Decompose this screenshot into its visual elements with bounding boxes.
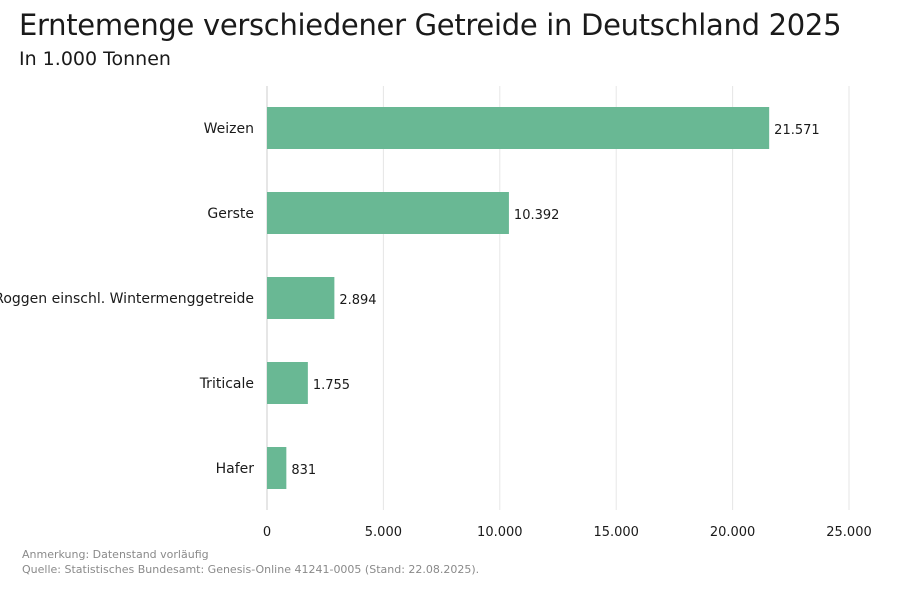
bar-4 — [267, 447, 287, 489]
x-tick-label: 25.000 — [826, 525, 872, 540]
value-label: 21.571 — [774, 123, 820, 138]
bar-2 — [267, 277, 335, 319]
footnote-remark: Anmerkung: Datenstand vorläufig — [22, 548, 209, 561]
value-label: 10.392 — [514, 208, 560, 223]
category-label: Roggen einschl. Wintermenggetreide — [0, 291, 254, 307]
category-label: Weizen — [204, 121, 254, 137]
chart-title: Erntemenge verschiedener Getreide in Deu… — [19, 8, 842, 42]
bar-1 — [267, 192, 509, 234]
category-label: Triticale — [199, 376, 254, 392]
bar-0 — [267, 107, 770, 149]
footnote-source: Quelle: Statistisches Bundesamt: Genesis… — [22, 563, 480, 576]
value-label: 2.894 — [339, 293, 376, 308]
x-tick-label: 0 — [263, 525, 271, 540]
x-tick-label: 5.000 — [365, 525, 402, 540]
x-tick-label: 10.000 — [477, 525, 523, 540]
category-label: Hafer — [216, 461, 255, 477]
bar-3 — [267, 362, 308, 404]
chart-footnotes: Anmerkung: Datenstand vorläufig Quelle: … — [22, 547, 479, 577]
x-tick-label: 15.000 — [593, 525, 639, 540]
category-label: Gerste — [207, 206, 254, 222]
x-tick-label: 20.000 — [710, 525, 756, 540]
value-label: 1.755 — [313, 378, 350, 393]
value-label: 831 — [291, 463, 316, 478]
chart-subtitle: In 1.000 Tonnen — [19, 48, 171, 70]
